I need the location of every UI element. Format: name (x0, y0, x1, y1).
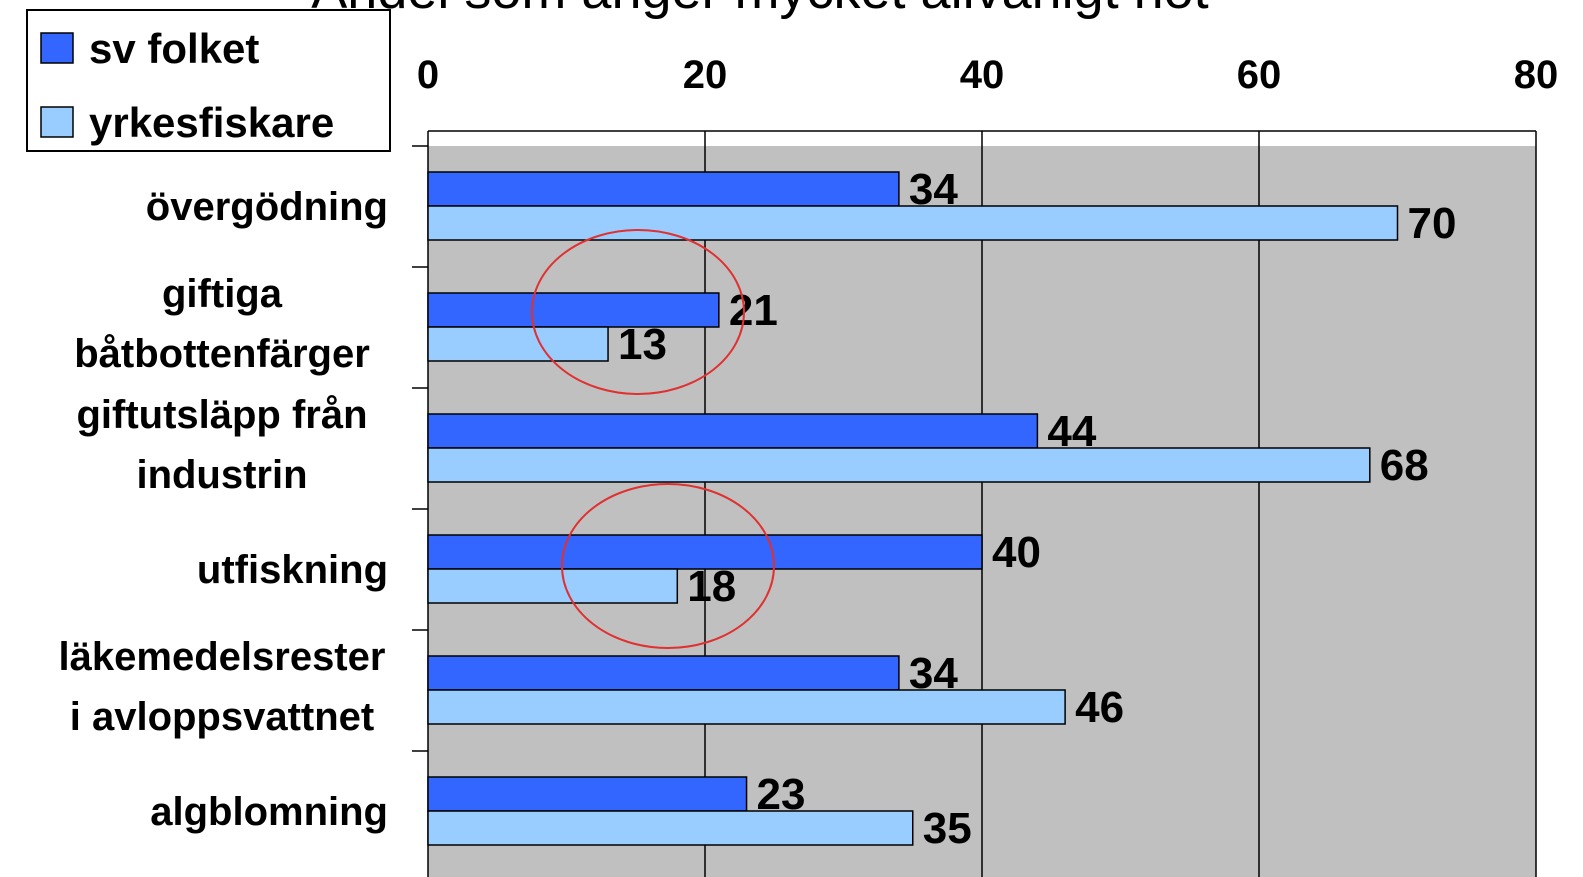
bar-sv-folket (427, 171, 900, 207)
bar-yrkesfiskare (427, 810, 914, 846)
category-label: båtbottenfärger (74, 332, 370, 376)
bar-sv-folket (427, 655, 900, 691)
annotation-ellipse (531, 229, 745, 395)
data-label: 40 (992, 528, 1041, 577)
category-label: industrin (136, 453, 307, 497)
legend-label: sv folket (89, 25, 259, 72)
chart-title: Andel som anger mycket allvarligt hot (311, 0, 1208, 20)
legend-swatch (40, 106, 74, 138)
x-tick-label: 0 (417, 53, 439, 97)
bar-yrkesfiskare (427, 447, 1371, 483)
legend: sv folket yrkesfiskare (26, 9, 391, 152)
bar-sv-folket (427, 534, 983, 570)
data-label: 35 (923, 804, 972, 853)
bar-sv-folket (427, 292, 720, 328)
bar-yrkesfiskare (427, 205, 1399, 241)
category-label: algblomning (150, 790, 388, 834)
bar-yrkesfiskare (427, 568, 679, 604)
data-label: 70 (1408, 199, 1457, 248)
legend-label: yrkesfiskare (89, 99, 334, 146)
annotation-ellipse (561, 483, 775, 649)
bar-sv-folket (427, 776, 748, 812)
data-label: 68 (1380, 441, 1429, 490)
data-label: 18 (687, 562, 736, 611)
data-label: 46 (1075, 683, 1124, 732)
x-tick-label: 60 (1237, 53, 1282, 97)
bar-yrkesfiskare (427, 689, 1066, 725)
bar-yrkesfiskare (427, 326, 609, 362)
category-label: giftutsläpp från (76, 393, 367, 437)
category-label: läkemedelsrester (59, 635, 386, 679)
data-label: 13 (618, 320, 667, 369)
legend-box (26, 9, 391, 152)
x-tick-label: 20 (683, 53, 728, 97)
legend-swatch (40, 32, 74, 64)
category-label: giftiga (162, 272, 283, 316)
plot-area: 0 20 40 60 803470övergödning2113giftigabåtbo… (59, 53, 1559, 877)
x-tick-label: 40 (960, 53, 1005, 97)
category-label: övergödning (146, 185, 388, 229)
bar-sv-folket (427, 413, 1039, 449)
data-label: 21 (729, 286, 778, 335)
category-label: utfiskning (197, 548, 388, 592)
category-label: i avloppsvattnet (70, 695, 375, 739)
x-tick-label: 80 (1514, 53, 1559, 97)
